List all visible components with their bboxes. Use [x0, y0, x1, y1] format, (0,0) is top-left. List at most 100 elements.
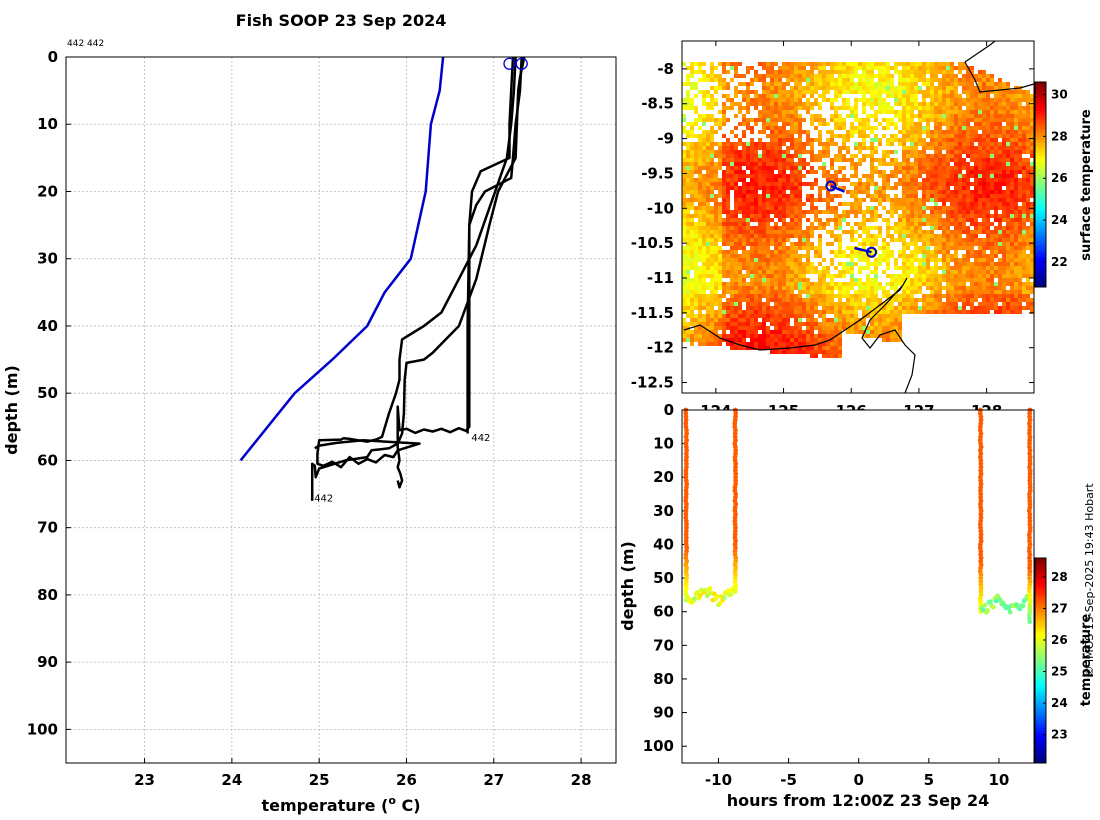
sst-cell [902, 274, 906, 278]
sst-cell [770, 138, 774, 142]
sst-cell [746, 326, 750, 330]
sst-cell [714, 338, 718, 342]
sst-cell [850, 182, 854, 186]
sst-cell [738, 178, 742, 182]
sst-cell [690, 254, 694, 258]
sst-cell [1022, 166, 1026, 170]
sst-cell [878, 158, 882, 162]
sst-cell [682, 194, 686, 198]
sst-cell [954, 286, 958, 290]
sst-cell [710, 186, 714, 190]
sst-cell [722, 210, 726, 214]
sst-cell [822, 186, 826, 190]
sst-cell [990, 170, 994, 174]
sst-cell [1026, 214, 1030, 218]
sst-cell [762, 302, 766, 306]
sst-cell [1030, 310, 1034, 314]
sst-cell [930, 74, 934, 78]
sst-cell [790, 122, 794, 126]
sst-cell [998, 258, 1002, 262]
sst-cell [694, 330, 698, 334]
sst-cell [754, 158, 758, 162]
sst-cell [938, 250, 942, 254]
sst-cell [722, 258, 726, 262]
sst-cell [794, 246, 798, 250]
sst-cell [730, 78, 734, 82]
sst-cell [874, 334, 878, 338]
sst-cell [954, 122, 958, 126]
sst-cell [874, 318, 878, 322]
sst-cell [914, 74, 918, 78]
sst-cell [742, 222, 746, 226]
sst-cell [742, 334, 746, 338]
sst-cell [902, 234, 906, 238]
sst-cell [878, 142, 882, 146]
sst-cell [1006, 222, 1010, 226]
sst-cell [806, 314, 810, 318]
sst-cell [1022, 138, 1026, 142]
sst-cell [898, 94, 902, 98]
sst-cell [742, 130, 746, 134]
sst-cell [698, 222, 702, 226]
sst-cell [810, 290, 814, 294]
sst-cell [902, 110, 906, 114]
sst-cell [826, 198, 830, 202]
sst-cell [718, 186, 722, 190]
sst-cell [742, 258, 746, 262]
sst-cell [954, 266, 958, 270]
sst-cell [682, 230, 686, 234]
sst-cell [774, 250, 778, 254]
sst-cell [938, 226, 942, 230]
sst-cell [762, 318, 766, 322]
sst-cell [830, 258, 834, 262]
sst-cell [886, 298, 890, 302]
sst-cell [866, 274, 870, 278]
sst-cell [778, 190, 782, 194]
sst-cell [1018, 182, 1022, 186]
sst-cell [850, 158, 854, 162]
sst-cell [894, 114, 898, 118]
sst-cell [710, 170, 714, 174]
sst-cell [878, 310, 882, 314]
sst-cell [866, 86, 870, 90]
sst-cell [946, 142, 950, 146]
sst-cell [862, 138, 866, 142]
sst-cell [798, 138, 802, 142]
sst-cell [822, 258, 826, 262]
sst-cell [750, 230, 754, 234]
sst-cell [974, 154, 978, 158]
sst-cell [958, 158, 962, 162]
sst-cell [1002, 194, 1006, 198]
sst-cell [922, 238, 926, 242]
sst-cell [722, 242, 726, 246]
sst-cell [902, 218, 906, 222]
sst-cell [774, 310, 778, 314]
sst-cell [690, 306, 694, 310]
sst-cell [694, 198, 698, 202]
sst-cell [1006, 194, 1010, 198]
sst-cell [754, 250, 758, 254]
sst-cell [922, 310, 926, 314]
sst-cell [830, 330, 834, 334]
sst-cell [986, 306, 990, 310]
sst-cell [890, 78, 894, 82]
sst-cell [906, 298, 910, 302]
sst-cell [1014, 262, 1018, 266]
sst-cell [718, 158, 722, 162]
sst-cell [814, 282, 818, 286]
sst-cell [842, 202, 846, 206]
sst-cell [778, 70, 782, 74]
sst-cell [714, 258, 718, 262]
sst-cell [914, 106, 918, 110]
sst-cell [942, 106, 946, 110]
sst-cell [986, 166, 990, 170]
sst-cell [830, 230, 834, 234]
sst-cell [1018, 126, 1022, 130]
sst-cell [834, 158, 838, 162]
sst-cell [898, 182, 902, 186]
sst-cell [970, 202, 974, 206]
sst-cell [858, 178, 862, 182]
sst-cell [838, 122, 842, 126]
sst-cell [714, 266, 718, 270]
